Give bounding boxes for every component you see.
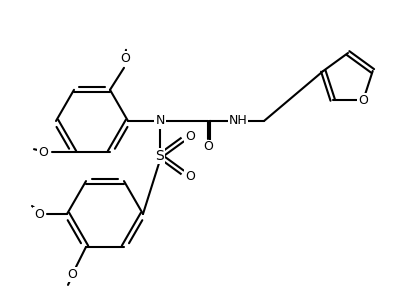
Text: O: O	[359, 94, 368, 106]
Text: O: O	[185, 130, 195, 143]
Text: NH: NH	[229, 115, 247, 127]
Text: O: O	[34, 208, 44, 220]
Text: O: O	[203, 140, 213, 154]
Text: N: N	[155, 115, 165, 127]
Text: O: O	[120, 52, 130, 65]
Text: O: O	[67, 268, 77, 282]
Text: O: O	[38, 146, 48, 159]
Text: O: O	[185, 170, 195, 182]
Text: S: S	[156, 149, 164, 163]
